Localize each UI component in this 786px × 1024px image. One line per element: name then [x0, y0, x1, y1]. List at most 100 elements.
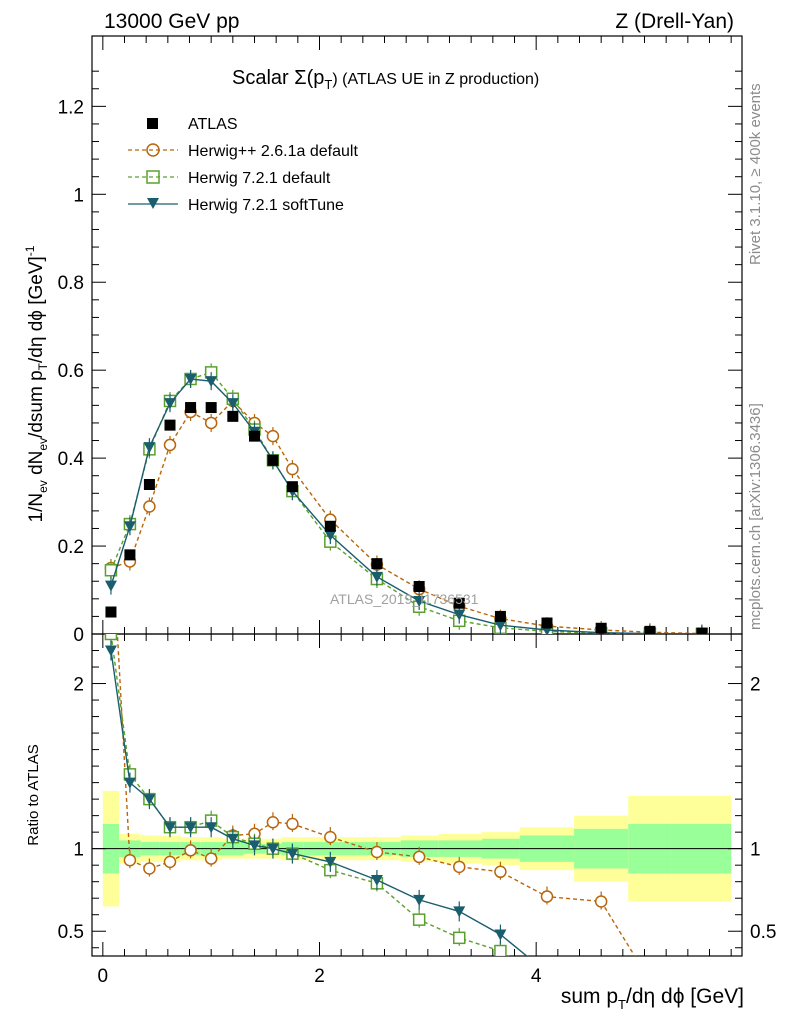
legend: ATLAS Herwig++ 2.6.1a default Herwig 7.2…	[128, 116, 358, 214]
point-h7soft	[494, 620, 507, 632]
point-h7soft	[324, 530, 337, 542]
point-atlas	[227, 410, 239, 422]
point-atlas	[541, 617, 553, 629]
ratio-point-h7soft	[226, 833, 239, 845]
point-h7soft	[226, 398, 239, 410]
legend-label-h7def: Herwig 7.2.1 default	[188, 170, 331, 187]
ratio-point-hpp	[105, 513, 116, 524]
point-atlas	[324, 520, 336, 532]
ratio-point-h7def	[494, 944, 507, 956]
ratio-frame	[91, 633, 743, 957]
y-tick-label-main: 0.8	[58, 273, 84, 294]
title-sub: T	[324, 77, 332, 92]
point-atlas	[124, 549, 136, 561]
ratio-point-h7def	[453, 931, 466, 945]
y-tick-label-ratio-right: 1	[750, 840, 761, 861]
ratio-point-h7soft	[370, 875, 383, 887]
ratio-point-hpp	[494, 865, 507, 879]
point-h7soft	[164, 398, 176, 410]
y-tick-label-main: 0.6	[58, 361, 84, 382]
ratio-point-h7def	[412, 913, 426, 926]
point-atlas	[143, 479, 155, 490]
ratio-point-h7soft	[494, 929, 507, 941]
ratio-point-hpp	[143, 862, 156, 875]
axes-frame	[91, 35, 743, 957]
point-atlas	[185, 402, 197, 414]
ratio-point-hpp	[324, 830, 337, 844]
point-hpp	[143, 500, 156, 513]
point-atlas	[494, 610, 506, 622]
legend-marker-h7soft	[147, 198, 159, 209]
point-atlas	[286, 481, 298, 493]
point-hpp	[286, 462, 299, 476]
point-atlas	[249, 430, 260, 442]
point-atlas	[371, 558, 383, 570]
ratio-point-hpp	[266, 815, 280, 829]
ratio-point-h7def	[104, 634, 118, 641]
point-h7soft	[370, 571, 383, 583]
point-h7soft	[453, 609, 466, 621]
point-atlas	[595, 622, 607, 634]
ratio-point-h7soft	[184, 822, 197, 834]
watermark: ATLAS_2019_I1736531	[330, 591, 479, 607]
rivet-label: Rivet 3.1.10, ≥ 400k events	[747, 83, 764, 265]
ratio-point-h7soft	[123, 777, 136, 789]
ratio-point-h7def	[542, 975, 553, 986]
legend-marker-atlas	[147, 118, 158, 129]
title-main: Scalar Σ(p	[232, 67, 324, 89]
ratio-point-h7soft	[541, 968, 553, 979]
x-tick-label: 0	[98, 966, 109, 987]
point-hpp	[204, 416, 218, 430]
legend-marker-hpp	[146, 143, 160, 157]
ratio-point-hpp	[184, 844, 197, 857]
point-h7soft	[184, 373, 197, 385]
main-series-group	[104, 363, 709, 634]
ratio-point-hpp	[163, 855, 177, 869]
header-right: Z (Drell-Yan)	[615, 10, 734, 33]
ratio-point-h7soft	[413, 894, 426, 906]
y-tick-label-main: 0.2	[58, 537, 84, 558]
ratio-point-h7soft	[453, 906, 466, 918]
point-atlas	[453, 597, 465, 609]
ratio-point-hpp	[286, 817, 299, 831]
y-tick-label-main: 0.4	[58, 449, 85, 470]
ratio-point-hpp	[412, 850, 426, 864]
legend-marker-h7def	[146, 170, 160, 184]
y-tick-label-ratio: 0.5	[58, 922, 84, 943]
ratio-point-hpp	[594, 895, 608, 908]
chart-title: Scalar Σ(pT) (ATLAS UE in Z production)	[232, 67, 539, 92]
point-hpp	[163, 438, 177, 452]
ratio-point-h7soft	[104, 645, 117, 657]
data-series	[104, 363, 709, 986]
y-tick-label-main: 1.2	[58, 97, 84, 118]
point-atlas	[205, 402, 217, 414]
ratio-point-hpp	[540, 890, 554, 903]
point-h7soft	[123, 521, 136, 533]
title-tail: ) (ATLAS UE in Z production)	[332, 71, 539, 88]
x-tick-label: 4	[531, 966, 542, 987]
ratio-series-group	[104, 513, 636, 986]
x-axis-label: sum pT/dη dϕ [GeV]	[561, 985, 744, 1012]
ratio-point-h7soft	[205, 822, 218, 834]
ratio-point-h7soft	[286, 848, 299, 860]
y-tick-label-ratio: 2	[73, 675, 84, 696]
y-tick-label-main: 1	[73, 185, 84, 206]
ratio-point-hpp	[123, 853, 137, 867]
mcplots-label: mcplots.cern.ch [arXiv:1306.3436]	[747, 403, 764, 630]
point-atlas	[413, 581, 425, 593]
header-left: 13000 GeV pp	[104, 10, 239, 33]
y-axis-label: 1/Nev dNev/dsum pT/dη dϕ [GeV]-1	[23, 245, 50, 522]
legend-label-h7soft: Herwig 7.2.1 softTune	[188, 197, 344, 214]
legend-label-hpp: Herwig++ 2.6.1a default	[188, 143, 358, 160]
point-atlas	[696, 627, 708, 634]
y-tick-label-main: 0	[73, 625, 84, 646]
x-tick-label: 2	[314, 966, 325, 987]
point-h7soft	[205, 376, 218, 388]
point-h7soft	[143, 442, 156, 454]
point-atlas	[644, 625, 656, 634]
point-hpp	[266, 429, 280, 443]
y-tick-label-ratio-right: 2	[750, 675, 761, 696]
point-h7soft	[104, 580, 117, 592]
tick-labels: 0 2 4 0 0.2 0.4 0.6 0.8 1 1.2 0.5 0.5 1 1 2 2	[58, 97, 777, 987]
